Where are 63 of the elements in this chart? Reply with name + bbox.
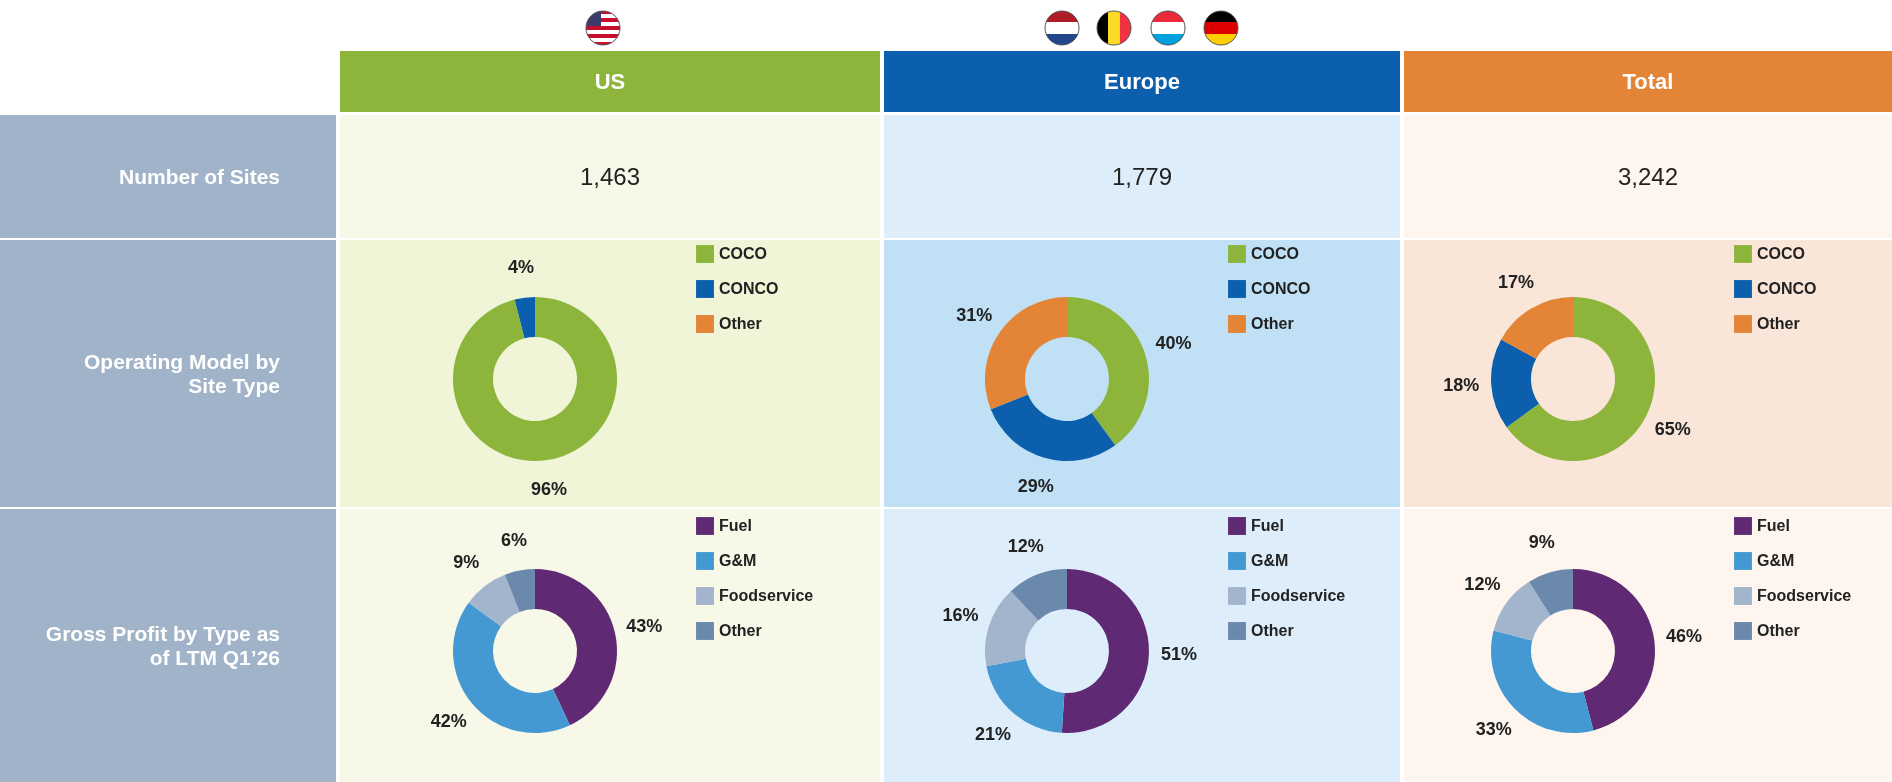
data-label: 65% bbox=[1654, 418, 1691, 439]
donut-slice bbox=[990, 393, 1116, 461]
legend-label: COCO bbox=[719, 244, 767, 262]
category-label: Europe bbox=[884, 51, 1400, 112]
data-label: 9% bbox=[453, 551, 480, 571]
legend-label: G&M bbox=[1251, 551, 1289, 569]
data-label: 21% bbox=[974, 723, 1011, 744]
data-label: 42% bbox=[430, 710, 467, 731]
legend-label: Fuel bbox=[719, 516, 752, 534]
text: 3,242 bbox=[1404, 115, 1892, 238]
legend-label: Other bbox=[1757, 314, 1800, 332]
donut-slice bbox=[504, 568, 535, 612]
legend-label: Fuel bbox=[1251, 516, 1284, 534]
donut-slice bbox=[1061, 568, 1149, 733]
donut-slice bbox=[1491, 339, 1540, 427]
legend-label: CONCO bbox=[1251, 279, 1311, 297]
donut-slice bbox=[1501, 296, 1573, 359]
legend-label: CONCO bbox=[719, 279, 779, 297]
data-label: 40% bbox=[1155, 332, 1192, 353]
legend-label: Other bbox=[1757, 621, 1800, 639]
donut-slice bbox=[1573, 568, 1655, 730]
category-label: US bbox=[340, 51, 880, 112]
data-label: 16% bbox=[942, 604, 979, 625]
data-label: 9% bbox=[1528, 531, 1555, 552]
text: Operating Model by Site Type bbox=[0, 240, 336, 507]
text: Gross Profit by Type as of LTM Q1’26 bbox=[0, 509, 336, 782]
legend-label: COCO bbox=[1757, 244, 1805, 262]
text: 1,463 bbox=[340, 115, 880, 238]
data-label: 43% bbox=[626, 615, 663, 636]
data-label: 17% bbox=[1497, 271, 1534, 292]
legend-label: Foodservice bbox=[1757, 586, 1852, 604]
legend-label: Other bbox=[1251, 314, 1294, 332]
data-label: 31% bbox=[956, 304, 993, 325]
legend-label: Foodservice bbox=[1251, 586, 1346, 604]
text: 1,779 bbox=[884, 115, 1400, 238]
donut-slice bbox=[468, 574, 520, 626]
donut-slice bbox=[1067, 296, 1149, 445]
text: Number of Sites bbox=[0, 115, 336, 238]
data-label: 96% bbox=[531, 478, 568, 499]
donut-slice bbox=[985, 590, 1039, 666]
data-label: 51% bbox=[1160, 643, 1197, 664]
legend-label: COCO bbox=[1251, 244, 1299, 262]
donut-slice bbox=[1529, 568, 1573, 616]
legend-label: Foodservice bbox=[719, 586, 814, 604]
legend-label: Other bbox=[719, 314, 762, 332]
data-label: 12% bbox=[1007, 535, 1044, 556]
data-label: 6% bbox=[501, 529, 528, 550]
legend-label: Other bbox=[1251, 621, 1294, 639]
category-label: Total bbox=[1404, 51, 1892, 112]
data-label: 46% bbox=[1666, 625, 1703, 646]
data-label: 18% bbox=[1443, 374, 1480, 395]
data-label: 33% bbox=[1475, 718, 1512, 739]
data-label: 29% bbox=[1017, 475, 1054, 496]
legend-label: Other bbox=[719, 621, 762, 639]
donut-slice bbox=[1506, 296, 1655, 461]
legend-label: G&M bbox=[719, 551, 757, 569]
donut-slice bbox=[535, 568, 617, 725]
legend-label: G&M bbox=[1757, 551, 1795, 569]
legend-label: Fuel bbox=[1757, 516, 1790, 534]
data-label: 4% bbox=[507, 256, 534, 277]
donut-slice bbox=[1010, 568, 1067, 620]
data-label: 12% bbox=[1464, 573, 1501, 594]
legend-label: CONCO bbox=[1757, 279, 1817, 297]
